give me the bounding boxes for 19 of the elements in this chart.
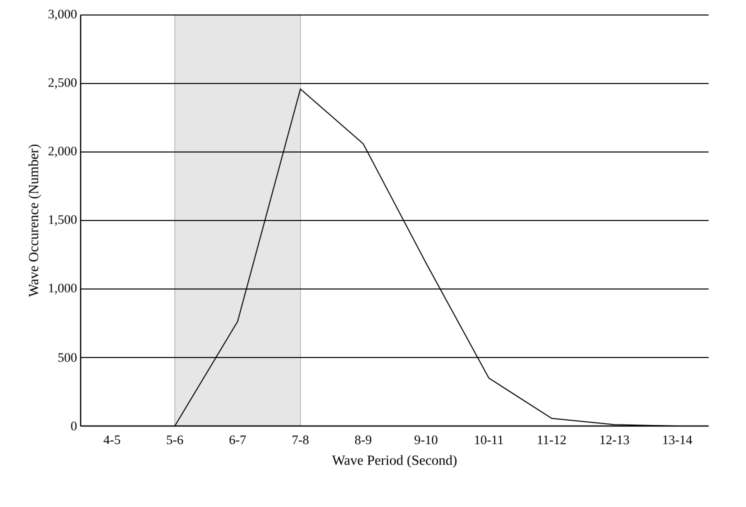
x-tick-label: 10-11 [475,436,503,444]
x-axis-title: Wave Period (Second) [332,455,457,468]
x-tick-label: 5-6 [166,436,184,444]
x-tick-label: 4-5 [104,436,120,444]
x-tick-label: 11-12 [538,436,566,444]
y-tick-label: 3,000 [48,10,77,20]
x-tick-label: 13-14 [663,436,692,444]
y-tick-label: 2,000 [48,146,77,158]
x-tick-label: 12-13 [600,436,630,444]
x-tick-label: 8-9 [355,436,372,444]
y-tick-label: 2,500 [48,78,77,89]
x-tick-label: 6-7 [230,436,246,444]
y-tick-label: 500 [58,353,77,362]
y-axis-title: Wave Occurence (Number) [28,144,42,297]
x-tick-label: 7-8 [292,436,309,444]
x-tick-label: 9-10 [414,436,438,444]
y-tick-label: 1,000 [49,284,77,294]
y-tick-label: 1,500 [49,215,77,226]
y-tick-label: 0 [71,422,77,430]
